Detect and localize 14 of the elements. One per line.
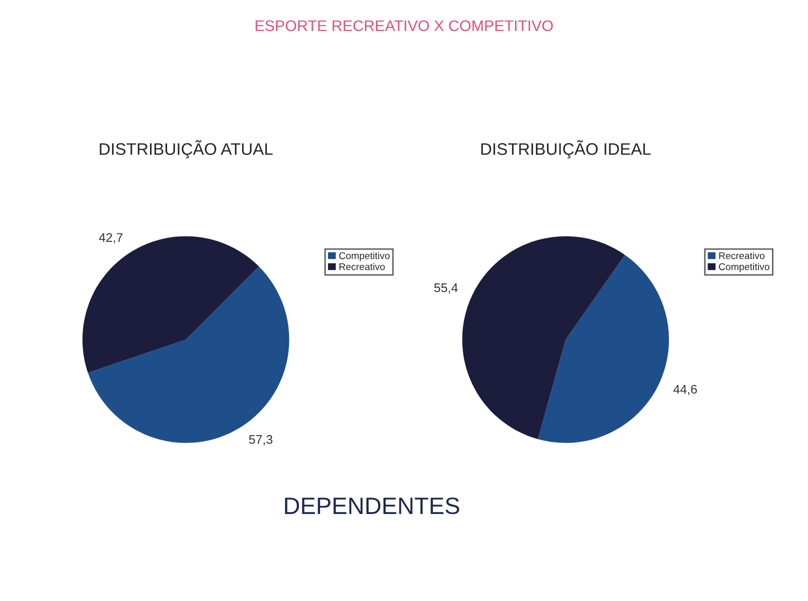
data-label: 57,3	[249, 435, 272, 446]
pie-slice	[538, 254, 669, 443]
data-label: 44,6	[673, 384, 697, 396]
text: ESPORTE RECREATIVO X COMPETITIVO	[256, 20, 553, 32]
data-label: 55,4	[434, 283, 458, 294]
legend-label: Competitivo	[339, 252, 390, 262]
pie-slice	[462, 236, 625, 440]
legend-label: Recreativo	[339, 263, 385, 270]
data-label: 42,7	[99, 233, 122, 244]
text: DEPENDENTES	[285, 497, 460, 514]
legend-label: Recreativo	[719, 252, 765, 260]
chart-title: DISTRIBUIÇÃO IDEAL	[481, 140, 651, 158]
legend-label: Competitivo	[718, 263, 770, 272]
chart-title: DISTRIBUIÇÃO ATUAL	[100, 140, 273, 158]
